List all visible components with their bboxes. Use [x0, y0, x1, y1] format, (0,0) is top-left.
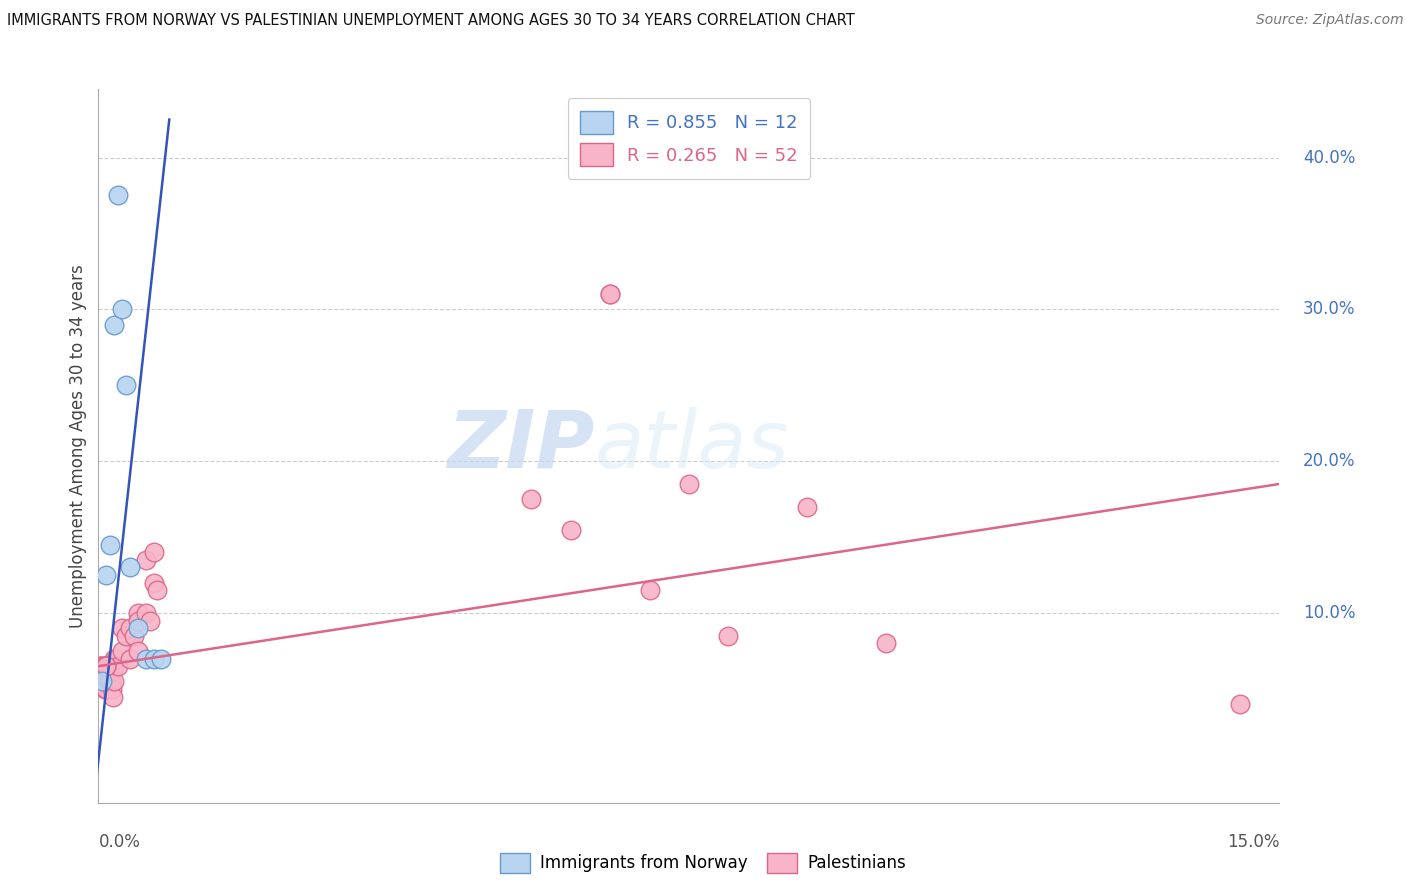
Point — [678, 477, 700, 491]
Point — [103, 659, 125, 673]
Legend: R = 0.855   N = 12, R = 0.265   N = 52: R = 0.855 N = 12, R = 0.265 N = 52 — [568, 98, 810, 179]
Point — [146, 583, 169, 598]
Text: 40.0%: 40.0% — [1303, 149, 1355, 167]
Point — [101, 690, 124, 704]
Point — [520, 492, 543, 507]
Point — [101, 681, 124, 696]
Point — [96, 659, 118, 673]
Point — [115, 378, 138, 392]
Text: 10.0%: 10.0% — [1303, 604, 1355, 622]
Text: 15.0%: 15.0% — [1227, 833, 1279, 851]
Text: 0.0%: 0.0% — [98, 833, 141, 851]
Point — [115, 629, 138, 643]
Point — [111, 644, 134, 658]
Point — [103, 651, 125, 665]
Point — [96, 659, 118, 673]
Point — [103, 674, 125, 689]
Point — [96, 681, 118, 696]
Point — [93, 659, 115, 673]
Text: 20.0%: 20.0% — [1303, 452, 1355, 470]
Point — [150, 651, 173, 665]
Point — [142, 545, 165, 559]
Point — [135, 553, 157, 567]
Point — [107, 659, 129, 673]
Point — [100, 674, 122, 689]
Point — [638, 583, 661, 598]
Point — [98, 674, 121, 689]
Point — [93, 681, 115, 696]
Point — [599, 287, 621, 301]
Point — [796, 500, 818, 514]
Point — [91, 674, 114, 689]
Point — [103, 318, 125, 332]
Point — [98, 659, 121, 673]
Point — [94, 659, 117, 673]
Text: Source: ZipAtlas.com: Source: ZipAtlas.com — [1256, 13, 1403, 28]
Point — [90, 659, 112, 673]
Point — [107, 188, 129, 202]
Point — [93, 674, 115, 689]
Point — [89, 659, 111, 673]
Point — [118, 560, 141, 574]
Point — [90, 659, 112, 673]
Text: ZIP: ZIP — [447, 407, 595, 485]
Point — [96, 666, 118, 681]
Point — [875, 636, 897, 650]
Text: 30.0%: 30.0% — [1303, 301, 1355, 318]
Point — [560, 523, 582, 537]
Point — [111, 621, 134, 635]
Y-axis label: Unemployment Among Ages 30 to 34 years: Unemployment Among Ages 30 to 34 years — [69, 264, 87, 628]
Point — [96, 568, 118, 582]
Point — [127, 644, 149, 658]
Point — [135, 651, 157, 665]
Text: IMMIGRANTS FROM NORWAY VS PALESTINIAN UNEMPLOYMENT AMONG AGES 30 TO 34 YEARS COR: IMMIGRANTS FROM NORWAY VS PALESTINIAN UN… — [7, 13, 855, 29]
Point — [118, 651, 141, 665]
Text: atlas: atlas — [595, 407, 789, 485]
Point — [91, 666, 114, 681]
Point — [135, 606, 157, 620]
Point — [91, 674, 114, 689]
Point — [127, 606, 149, 620]
Point — [98, 538, 121, 552]
Point — [122, 629, 145, 643]
Legend: Immigrants from Norway, Palestinians: Immigrants from Norway, Palestinians — [494, 847, 912, 880]
Point — [127, 621, 149, 635]
Point — [111, 302, 134, 317]
Point — [717, 629, 740, 643]
Point — [599, 287, 621, 301]
Point — [104, 651, 127, 665]
Point — [96, 659, 118, 673]
Point — [142, 651, 165, 665]
Point — [142, 575, 165, 590]
Point — [118, 621, 141, 635]
Point — [97, 666, 120, 681]
Point — [97, 659, 120, 673]
Point — [1229, 697, 1251, 711]
Point — [94, 681, 117, 696]
Point — [127, 614, 149, 628]
Point — [138, 614, 160, 628]
